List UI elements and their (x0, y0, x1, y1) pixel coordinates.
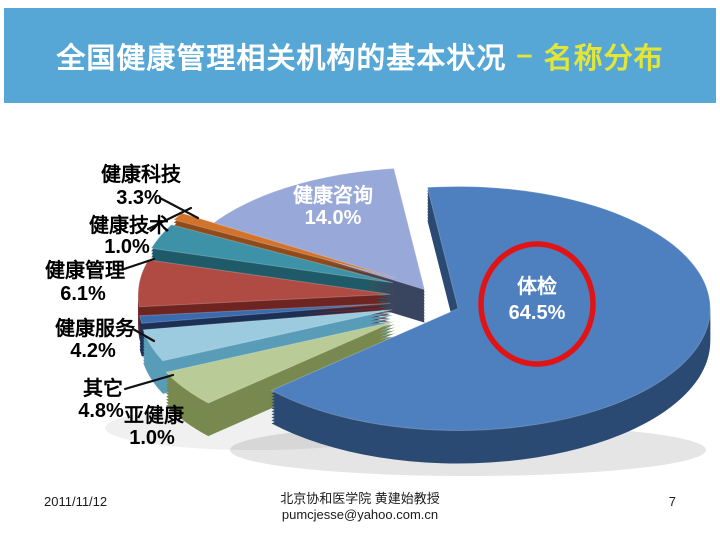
slice-label: 健康服务 (55, 316, 136, 340)
pie-slice (142, 309, 392, 362)
pie-chart: 健康咨询14.0%健康技术1.0%健康科技3.3%健康管理6.1%亚健康1.0%… (45, 162, 711, 476)
footer-credit: 北京协和医学院 黄建始教授 pumcjesse@yahoo.com.cn (0, 491, 720, 523)
pie-slice (209, 167, 426, 291)
pie-slice (139, 302, 391, 324)
pie-slice (150, 224, 394, 284)
slice-label: 健康科技 (101, 162, 182, 186)
slice-value: 1.0% (129, 427, 175, 449)
slide-title: 全国健康管理相关机构的基本状况 (56, 42, 507, 75)
slice-value: 14.0% (305, 207, 362, 229)
pie-slice (165, 320, 396, 404)
pie-slice-wall (139, 306, 391, 327)
leader-line (122, 257, 156, 271)
slice-label: 健康管理 (45, 258, 125, 282)
page-number: 7 (668, 494, 676, 509)
pie-slice (270, 186, 711, 431)
chart-area: 健康咨询 14.0% 健康技术 1.0% 健康科技 3.3% 健康管理 6.1% 亚健康 1.0%… (0, 128, 720, 478)
slice-label: 健康咨询 (293, 183, 373, 207)
slice-value: 64.5% (509, 302, 566, 324)
slice-label: 亚健康 (124, 403, 185, 427)
slice-label: 体检 (517, 274, 557, 298)
pie-slice-wall (139, 309, 391, 330)
slice-value: 1.0% (104, 236, 150, 258)
leader-line (158, 196, 200, 220)
slide-title-accent: 名称分布 (543, 42, 664, 75)
leader-line (131, 327, 156, 343)
highlight-circle (478, 241, 596, 367)
slice-label: 健康技术 (89, 213, 169, 237)
slice-value: 3.3% (116, 187, 162, 209)
leader-line (123, 373, 175, 391)
title-bar: 全国健康管理相关机构的基本状况 – 名称分布 (4, 8, 716, 103)
title-separator: – (516, 39, 534, 71)
slice-value: 4.8% (78, 400, 124, 422)
slice-value: 4.2% (70, 340, 116, 362)
slice-label: 其它 (83, 376, 123, 400)
slice-value: 6.1% (60, 283, 106, 305)
footer-date: 2011/11/12 (44, 494, 108, 509)
footer-affiliation: 北京协和医学院 黄建始教授 (280, 491, 440, 506)
footer-email: pumcjesse@yahoo.com.cn (281, 507, 439, 522)
